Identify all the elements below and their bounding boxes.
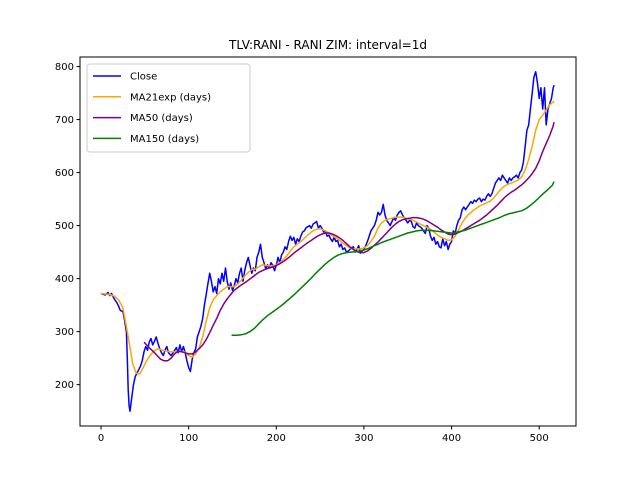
plot-frame — [79, 56, 577, 427]
y-tick-label: 300 — [55, 327, 74, 338]
legend: Close MA21exp (days) MA50 (days) MA150 (day… — [86, 63, 251, 153]
legend-label: MA21exp (days) — [130, 92, 211, 103]
y-axis: 200 300 400 500 600 700 800 — [55, 62, 80, 391]
legend-label: MA150 (days) — [130, 134, 199, 145]
series-line-3 — [231, 181, 555, 337]
y-tick-label: 700 — [55, 115, 74, 126]
legend-label: Close — [130, 72, 157, 83]
y-tick-label: 500 — [55, 221, 74, 232]
y-tick-label: 800 — [55, 62, 74, 73]
y-tick-label: 400 — [55, 274, 74, 285]
chart-title: TLV:RANI - RANI ZIM: interval=1d — [228, 38, 427, 52]
legend-label: MA50 (days) — [130, 113, 193, 124]
x-tick-label: 400 — [442, 433, 461, 444]
y-tick-label: 200 — [55, 380, 74, 391]
x-tick-label: 300 — [354, 433, 373, 444]
x-axis: 0 100 200 300 400 500 — [98, 426, 549, 444]
x-tick-label: 500 — [530, 433, 549, 444]
legend-box — [86, 63, 251, 153]
x-tick-label: 200 — [267, 433, 286, 444]
series-line-2 — [143, 122, 555, 362]
x-tick-label: 0 — [98, 433, 104, 444]
series-layer — [100, 71, 555, 412]
y-tick-label: 600 — [55, 168, 74, 179]
x-tick-label: 100 — [179, 433, 198, 444]
series-line-0 — [100, 71, 555, 412]
